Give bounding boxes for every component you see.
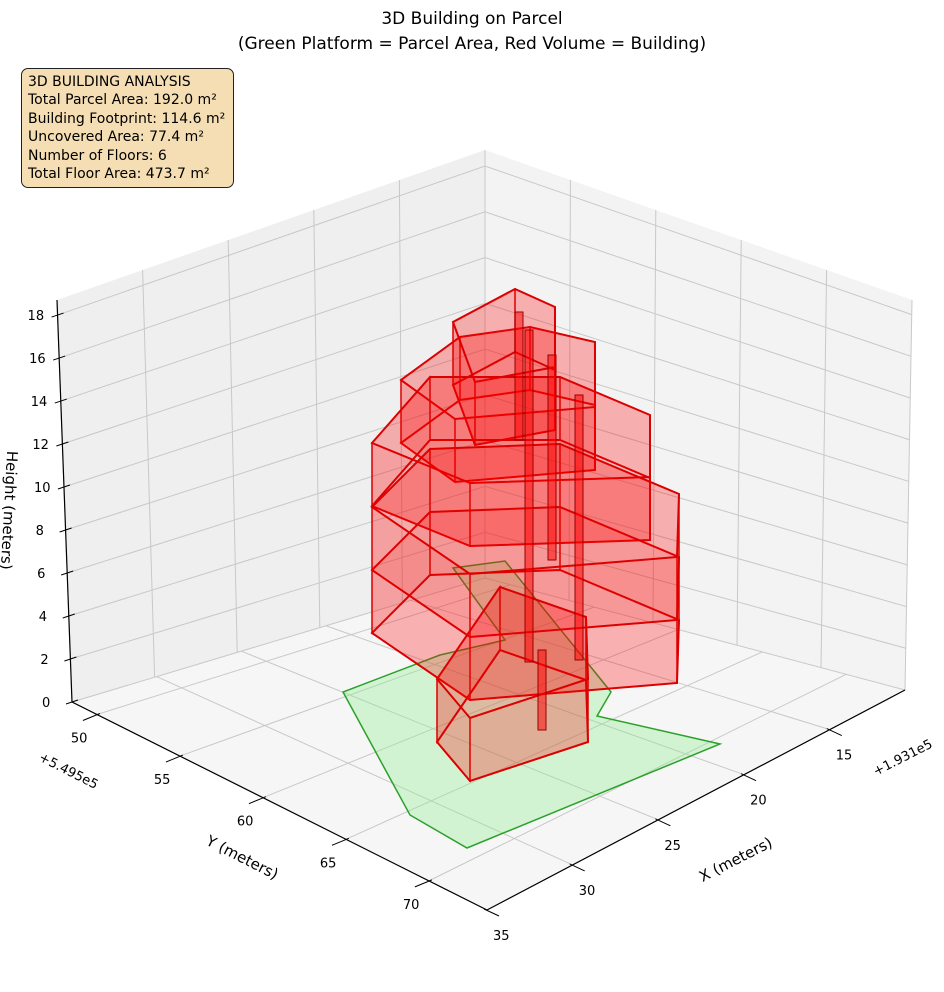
info-heading: 3D BUILDING ANALYSIS: [28, 74, 191, 90]
wall-gridline: [736, 239, 742, 646]
building-core: [537, 649, 547, 731]
z-tick-label: 10: [34, 481, 51, 496]
z-tick: [57, 484, 71, 490]
y-tick-label: 60: [237, 815, 254, 830]
building-core: [524, 329, 534, 663]
x-tick-label: 15: [836, 749, 853, 764]
y-axis-label: Y (meters): [202, 831, 281, 883]
z-tick: [64, 656, 77, 662]
y-tick-label: 70: [403, 898, 420, 913]
wall-gridline: [142, 269, 156, 678]
x-tick-label: 35: [493, 929, 510, 944]
wall-gridline: [820, 269, 828, 668]
x-gridline: [325, 625, 745, 776]
info-line: Uncovered Area: 77.4 m²: [28, 129, 204, 146]
z-tick-label: 6: [37, 567, 45, 582]
chart-title: 3D Building on Parcel: [381, 9, 562, 29]
z-tick-label: 0: [42, 696, 50, 711]
floor-slab: [435, 648, 590, 783]
y-tick: [248, 796, 267, 805]
right-pane: [485, 150, 912, 690]
z-tick: [62, 613, 75, 619]
y-offset-label: +5.495e5: [36, 750, 100, 793]
y-tick: [331, 837, 350, 846]
z-axis-label: Height (meters): [0, 450, 21, 570]
z-tick: [65, 699, 79, 705]
floor-pane: [72, 578, 905, 910]
z-tick: [53, 355, 66, 361]
y-tick-label: 50: [71, 731, 88, 746]
z-tick-label: 2: [40, 653, 48, 668]
z-tick: [59, 527, 72, 533]
building-core: [514, 311, 524, 441]
z-tick-label: 18: [28, 309, 45, 324]
z-tick: [51, 312, 64, 318]
z-tick-label: 4: [39, 610, 47, 625]
x-tick-label: 30: [579, 884, 596, 899]
building-core: [547, 354, 557, 561]
info-line: Total Floor Area: 473.7 m²: [28, 166, 210, 183]
y-tick-label: 55: [154, 773, 171, 788]
z-tick: [56, 441, 69, 447]
y-gridline: [345, 651, 763, 840]
y-tick: [165, 754, 184, 763]
analysis-info-box: 3D BUILDING ANALYSIS Total Parcel Area: …: [21, 68, 235, 189]
floor-slab: [435, 585, 590, 720]
z-tick-label: 14: [31, 395, 48, 410]
info-line: Number of Floors: 6: [28, 147, 167, 164]
z-tick: [54, 398, 67, 404]
z-tick: [61, 570, 74, 576]
z-tick-label: 8: [36, 524, 44, 539]
building-core: [574, 394, 584, 661]
z-tick-label: 12: [32, 438, 49, 453]
x-tick: [826, 728, 842, 737]
x-tick: [569, 863, 585, 872]
axis-lines: [56, 299, 906, 911]
parcel-polygon: [341, 560, 723, 849]
y-tick: [82, 713, 101, 721]
x-tick: [655, 818, 671, 827]
wall-gridline: [568, 179, 571, 601]
wall-gridline: [313, 209, 321, 628]
x-tick: [483, 908, 500, 917]
floor-slab: [399, 325, 596, 421]
info-line: Building Footprint: 114.6 m²: [28, 110, 226, 127]
z-tick-label: 16: [29, 352, 46, 367]
wall-gridline: [227, 239, 238, 653]
x-axis-label: X (meters): [696, 833, 775, 885]
x-gridline: [241, 650, 659, 821]
x-tick-label: 20: [750, 794, 767, 809]
x-gridline: [410, 599, 830, 731]
info-line: Total Parcel Area: 192.0 m²: [28, 92, 217, 109]
y-tick-label: 65: [320, 856, 337, 871]
x-tick: [740, 773, 757, 782]
chart-subtitle: (Green Platform = Parcel Area, Red Volum…: [238, 34, 706, 54]
y-tick: [414, 879, 433, 888]
wall-gridline: [904, 299, 913, 691]
x-tick-label: 25: [664, 839, 681, 854]
y-gridline: [96, 584, 511, 715]
x-offset-label: +1.931e5: [871, 737, 935, 780]
y-gridline: [262, 629, 679, 799]
wall-gridline: [652, 209, 657, 623]
